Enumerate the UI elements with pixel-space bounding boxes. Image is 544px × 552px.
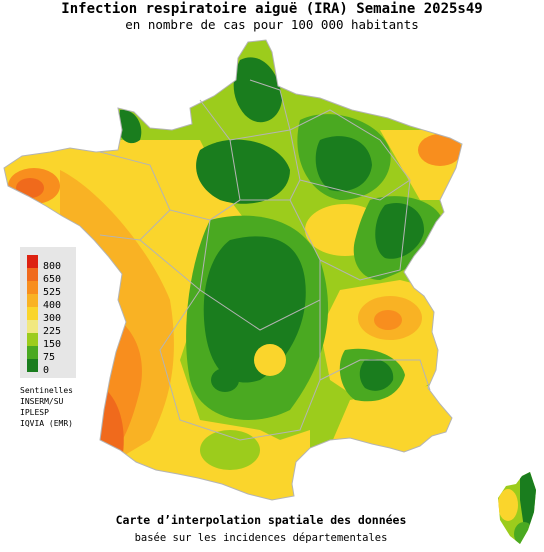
legend-swatch [27,320,38,333]
legend-swatch [27,294,38,307]
legend-label: 75 [43,352,56,363]
france-outline [3,39,463,501]
data-sources: Sentinelles INSERM/SU IPLESP IQVIA (EMR) [20,385,73,429]
source-line: INSERM/SU [20,397,64,406]
legend-swatch [27,255,38,268]
legend-swatch [27,333,38,346]
source-line: Sentinelles [20,386,73,395]
legend-label: 150 [43,339,62,350]
legend-label: 650 [43,274,62,285]
footer-title: Carte d’interpolation spatiale des donné… [115,513,407,527]
map-subtitle: en nombre de cas pour 100 000 habitants [125,17,419,32]
legend-swatch [27,281,38,294]
legend-swatch [27,307,38,320]
legend-label: 800 [43,261,62,272]
legend-swatch [27,359,38,372]
legend-label: 400 [43,300,62,311]
source-line: IPLESP [20,408,49,417]
region-borders [99,79,431,441]
legend-swatch [27,268,38,281]
footer-subtitle: basée sur les incidences départementales [134,532,388,544]
legend-label: 0 [43,365,50,376]
legend-label: 525 [43,287,62,298]
legend-label: 300 [43,313,62,324]
legend-swatch [27,346,38,359]
source-line: IQVIA (EMR) [20,419,73,428]
legend: 800 650 525 400 300 225 150 75 0 [20,247,76,378]
legend-label: 225 [43,326,62,337]
map-title: Infection respiratoire aiguë (IRA) Semai… [61,1,483,17]
